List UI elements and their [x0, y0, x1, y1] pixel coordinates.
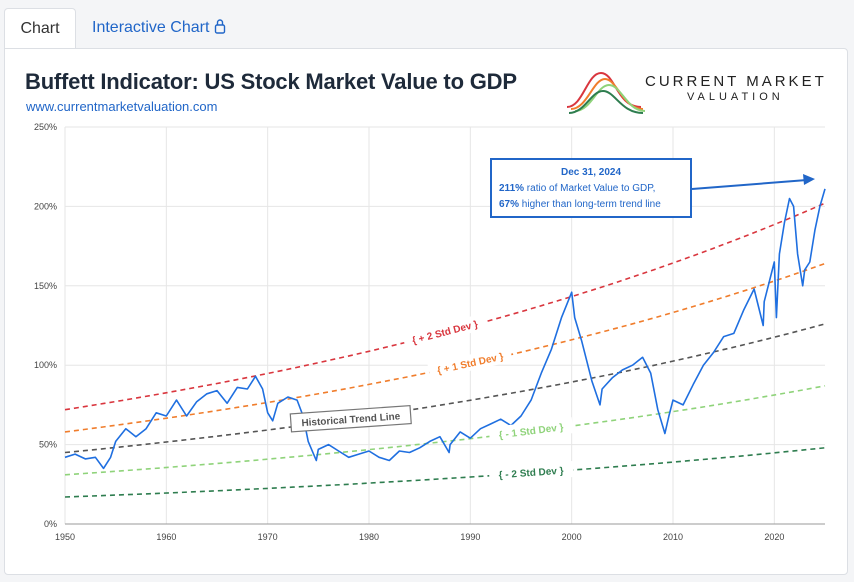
x-tick-label: 1950	[55, 532, 75, 542]
band-label-bg	[427, 345, 513, 380]
band-label-bg	[402, 313, 488, 350]
chart-title: Buffett Indicator: US Stock Market Value…	[25, 69, 517, 94]
band-label-bg	[488, 461, 574, 483]
series-layer	[64, 188, 826, 470]
x-tick-label: 1970	[258, 532, 278, 542]
x-tick-label: 2000	[562, 532, 582, 542]
annotation-line2: 211% ratio of Market Value to GDP,	[499, 183, 655, 194]
x-tick-label: 2010	[663, 532, 683, 542]
y-tick-label: 250%	[34, 122, 57, 132]
annotation-date: Dec 31, 2024	[561, 167, 621, 178]
axes: 0% 50% 100% 150% 200% 250% 1950 1960 1970 1980 199…	[34, 122, 825, 542]
tab-bar: Chart Interactive Chart	[0, 0, 854, 49]
y-tick-label: 100%	[34, 360, 57, 370]
annotation-arrow-head-icon	[803, 174, 815, 185]
series-line	[64, 188, 826, 470]
y-tick-label: 0%	[44, 519, 57, 529]
trend-line	[64, 262, 826, 433]
chart-panel: Buffett Indicator: US Stock Market Value…	[4, 48, 848, 575]
y-tick-label: 150%	[34, 281, 57, 291]
trend-label-box	[289, 404, 412, 433]
trend-line	[64, 202, 826, 411]
x-tick-label: 2020	[764, 532, 784, 542]
y-tick-label: 200%	[34, 201, 57, 211]
trend-line	[64, 447, 826, 498]
logo-curves-icon	[566, 71, 645, 114]
logo-text-line1: CURRENT MARKET	[645, 73, 827, 90]
tab-chart[interactable]: Chart	[4, 8, 76, 49]
annotation-arrow	[691, 179, 808, 190]
lock-icon	[213, 10, 227, 34]
logo: CURRENT MARKET VALUATION	[565, 67, 835, 117]
trend-line	[64, 385, 826, 476]
y-tick-label: 50%	[39, 440, 57, 450]
tab-interactive-chart-label: Interactive Chart	[92, 19, 210, 36]
annotation-line3: 67% higher than long-term trend line	[499, 199, 661, 210]
annotation: Dec 31, 2024 211% ratio of Market Value …	[490, 158, 815, 218]
trend-label: Historical Trend Line	[289, 404, 412, 433]
website-link[interactable]: www.currentmarketvaluation.com	[26, 99, 218, 114]
band-label-bg	[488, 417, 574, 444]
band-label: { - 2 Std Dev }	[498, 466, 564, 482]
x-tick-label: 1980	[359, 532, 379, 542]
x-tick-label: 1960	[156, 532, 176, 542]
annotation-box	[490, 158, 692, 218]
trend-bands	[64, 202, 826, 498]
tab-interactive-chart[interactable]: Interactive Chart	[92, 8, 227, 48]
logo-text-line2: VALUATION	[687, 91, 784, 103]
chart-plot: 0% 50% 100% 150% 200% 250% 1950 1960 1970 1980 199…	[34, 122, 826, 542]
chart-card: Buffett Indicator: US Stock Market Value…	[15, 59, 837, 564]
trend-line	[64, 323, 826, 454]
x-tick-label: 1990	[460, 532, 480, 542]
